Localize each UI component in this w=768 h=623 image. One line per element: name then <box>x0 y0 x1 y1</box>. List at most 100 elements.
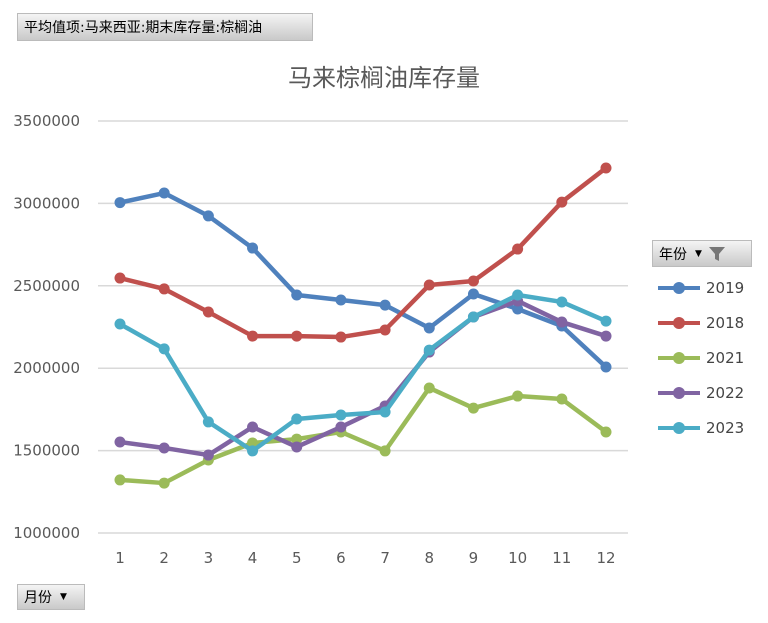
dropdown-arrow-icon: ▼ <box>695 248 702 259</box>
x-tick-label: 1 <box>115 549 125 567</box>
legend-marker-icon <box>658 351 700 364</box>
data-point-2018 <box>423 279 435 291</box>
legend-item-2018: 2018 <box>658 305 744 340</box>
data-point-2022 <box>556 316 568 328</box>
data-point-2021 <box>423 382 435 394</box>
data-point-2021 <box>600 426 612 438</box>
legend-marker-icon <box>658 316 700 329</box>
x-tick-label: 4 <box>248 549 258 567</box>
data-point-2019 <box>512 303 524 315</box>
y-tick-label: 3500000 <box>13 112 80 130</box>
data-point-2023 <box>291 413 303 425</box>
chart-legend: 2019 2018 2021 2022 2023 <box>658 270 744 445</box>
data-point-2023 <box>158 343 170 355</box>
data-point-2018 <box>114 272 126 284</box>
year-filter-label: 年份 <box>659 246 687 263</box>
data-point-2019 <box>247 242 259 254</box>
month-filter-label: 月份 <box>24 590 52 606</box>
data-point-2021 <box>379 445 391 457</box>
series-line-2018 <box>119 166 608 340</box>
month-filter-button[interactable]: 月份 ▼ <box>17 584 85 610</box>
value-field-button[interactable]: 平均值项:马来西亚:期末库存量:棕榈油 <box>17 13 313 41</box>
legend-item-2021: 2021 <box>658 340 744 375</box>
dropdown-arrow-icon: ▼ <box>60 592 67 602</box>
data-point-2019 <box>467 288 479 300</box>
x-tick-label: 9 <box>469 549 479 567</box>
x-tick-label: 5 <box>292 549 302 567</box>
legend-marker-icon <box>658 421 700 434</box>
legend-marker-icon <box>658 281 700 294</box>
data-point-2018 <box>335 331 347 343</box>
series-line-2022 <box>119 298 607 458</box>
data-point-2019 <box>335 294 347 306</box>
legend-label: 2023 <box>706 418 745 437</box>
data-point-2018 <box>467 275 479 287</box>
data-point-2019 <box>158 187 170 199</box>
legend-label: 2018 <box>706 313 745 332</box>
data-point-2018 <box>600 162 612 174</box>
data-point-2019 <box>291 289 303 301</box>
data-point-2022 <box>291 441 303 453</box>
x-tick-label: 8 <box>424 549 434 567</box>
legend-item-2022: 2022 <box>658 375 744 410</box>
legend-label: 2021 <box>706 348 745 367</box>
data-point-2018 <box>556 196 568 208</box>
x-tick-label: 12 <box>596 549 615 567</box>
legend-marker-icon <box>658 386 700 399</box>
data-point-2023 <box>247 445 259 457</box>
data-point-2019 <box>379 299 391 311</box>
data-point-2019 <box>114 197 126 209</box>
y-tick-label: 2000000 <box>13 359 80 377</box>
data-point-2021 <box>158 477 170 489</box>
legend-label: 2019 <box>706 278 745 297</box>
data-point-2022 <box>114 436 126 448</box>
x-tick-label: 3 <box>204 549 214 567</box>
filter-icon <box>708 246 725 261</box>
data-point-2022 <box>158 442 170 454</box>
data-point-2018 <box>379 324 391 336</box>
x-tick-label: 2 <box>159 549 169 567</box>
series-line-2021 <box>119 385 608 486</box>
chart-title: 马来棕榈油库存量 <box>288 64 480 92</box>
y-tick-label: 3000000 <box>13 194 80 212</box>
year-filter-button[interactable]: 年份 ▼ <box>652 240 752 267</box>
y-tick-label: 1000000 <box>13 524 80 542</box>
legend-item-2023: 2023 <box>658 410 744 445</box>
legend-item-2019: 2019 <box>658 270 744 305</box>
data-point-2021 <box>556 393 568 405</box>
data-point-2023 <box>512 289 524 301</box>
data-point-2021 <box>512 390 524 402</box>
data-point-2022 <box>202 449 214 461</box>
data-point-2023 <box>202 416 214 428</box>
value-field-label: 平均值项:马来西亚:期末库存量:棕榈油 <box>24 20 263 36</box>
data-point-2022 <box>247 421 259 433</box>
data-point-2021 <box>291 433 303 445</box>
data-point-2018 <box>247 330 259 342</box>
series-line-2019 <box>119 190 608 369</box>
series-line-2023 <box>118 292 607 454</box>
data-point-2023 <box>556 296 568 308</box>
data-point-2019 <box>202 210 214 222</box>
x-tick-label: 6 <box>336 549 346 567</box>
x-tick-label: 11 <box>552 549 571 567</box>
y-tick-label: 2500000 <box>13 277 80 295</box>
data-point-2023 <box>467 311 479 323</box>
data-point-2023 <box>335 409 347 421</box>
data-point-2023 <box>114 318 126 330</box>
data-point-2018 <box>158 283 170 295</box>
data-point-2019 <box>423 322 435 334</box>
x-tick-label: 10 <box>508 549 527 567</box>
data-point-2023 <box>600 315 612 327</box>
data-point-2023 <box>423 344 435 356</box>
data-point-2021 <box>247 437 259 449</box>
data-point-2019 <box>600 361 612 373</box>
y-tick-label: 1500000 <box>13 442 80 460</box>
legend-label: 2022 <box>706 383 745 402</box>
data-point-2022 <box>335 421 347 433</box>
data-point-2018 <box>512 243 524 255</box>
data-point-2021 <box>114 474 126 486</box>
data-point-2018 <box>202 306 214 318</box>
data-point-2021 <box>467 402 479 414</box>
data-point-2023 <box>379 406 391 418</box>
